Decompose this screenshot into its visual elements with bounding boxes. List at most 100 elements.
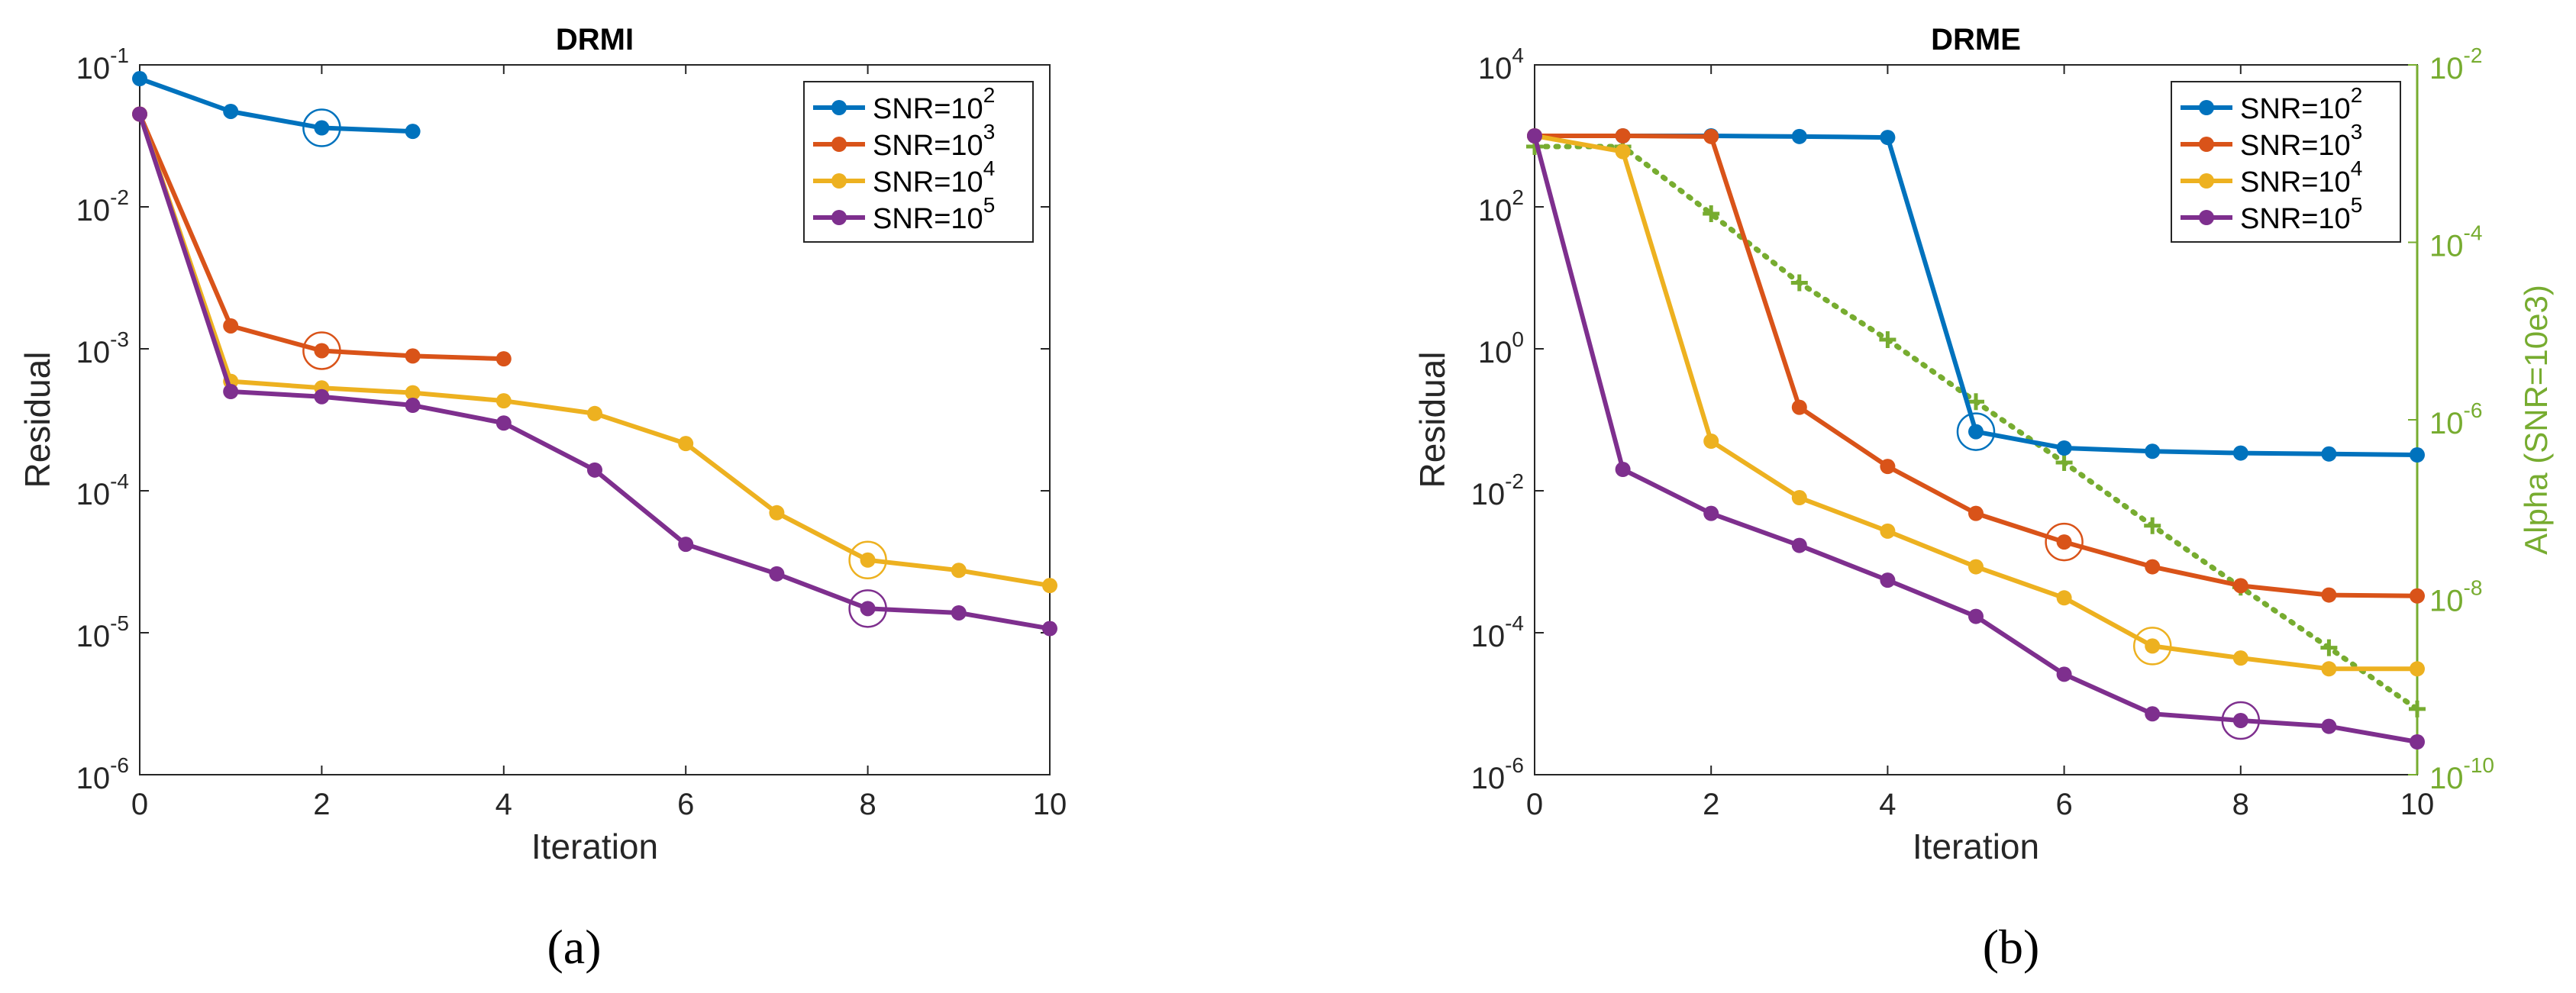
x-tick-label: 8 (859, 788, 876, 821)
y-tick-label: 10-4 (76, 469, 129, 511)
highlight-circle-snr-10-3 (302, 331, 341, 370)
data-point-snr-10-3 (2232, 578, 2248, 594)
y-tick-base: 10 (76, 336, 111, 369)
y-tick-base: 10 (1478, 52, 1512, 85)
x-tick-label: 4 (1879, 788, 1896, 821)
data-point-snr-10-5 (1042, 621, 1057, 637)
data-point-snr-10-5 (587, 462, 602, 478)
x-tick-label: 6 (677, 788, 694, 821)
y-tick-label: 104 (1478, 44, 1524, 85)
alpha-point-marker (1703, 205, 1720, 223)
data-point-snr-10-5 (860, 601, 876, 617)
y2-tick-label: 10-10 (2429, 753, 2494, 795)
data-point-snr-10-4 (2232, 650, 2248, 666)
y-tick-label: 10-3 (76, 327, 129, 369)
legend-snr-exp: 3 (2351, 120, 2363, 143)
data-point-snr-10-4 (1968, 559, 1984, 575)
y2-tick-base: 10 (2429, 762, 2464, 795)
legend-snr-exp: 5 (2351, 193, 2363, 217)
legend-snr-exp: 3 (983, 120, 996, 143)
legend-snr-base: SNR=10 (873, 93, 983, 125)
legend-entry-snr-10-2: SNR=102 (2240, 83, 2362, 125)
data-point-snr-10-3 (1615, 128, 1631, 143)
data-point-snr-10-4 (405, 385, 421, 401)
data-point-snr-10-5 (405, 398, 421, 414)
legend-entry-snr-10-2: SNR=102 (873, 83, 995, 125)
alpha-point-marker (2320, 639, 2338, 656)
data-point-snr-10-3 (314, 343, 330, 359)
x-tick-label: 8 (2232, 788, 2249, 821)
data-point-snr-10-2 (405, 124, 421, 140)
y2-tick-exp: -10 (2464, 753, 2494, 777)
y-tick-label: 10-2 (1471, 469, 1524, 511)
highlight-circle-snr-10-2 (1956, 412, 1996, 451)
data-point-snr-10-5 (1527, 128, 1542, 143)
data-point-snr-10-4 (2321, 661, 2337, 677)
y2-tick-exp: -2 (2464, 44, 2483, 67)
data-point-snr-10-3 (223, 318, 239, 334)
highlight-circle-snr-10-3 (2045, 522, 2084, 562)
legend-swatch-marker (831, 173, 847, 189)
legend-swatch-marker (831, 210, 847, 225)
highlight-circle-snr-10-5 (2221, 701, 2261, 740)
y-tick-exp: -2 (1505, 469, 1524, 493)
y2-tick-exp: -6 (2464, 398, 2483, 422)
data-point-snr-10-2 (2321, 446, 2337, 462)
data-point-snr-10-2 (2410, 447, 2425, 463)
legend-snr-base: SNR=10 (873, 203, 983, 235)
highlight-circle-snr-10-2 (302, 108, 341, 147)
data-point-snr-10-4 (2056, 590, 2072, 606)
legend-entry-snr-10-4: SNR=104 (2240, 156, 2362, 198)
y2-tick-base: 10 (2429, 407, 2464, 440)
y-tick-exp: -6 (110, 753, 129, 777)
data-point-snr-10-5 (2056, 666, 2072, 682)
legend-snr-base: SNR=10 (2240, 93, 2351, 125)
y-tick-base: 10 (1471, 478, 1506, 511)
y-tick-base: 10 (1471, 620, 1506, 653)
legend-swatch-marker (2199, 137, 2214, 152)
legend-snr-exp: 5 (983, 193, 996, 217)
data-point-snr-10-5 (2232, 713, 2248, 729)
y-tick-exp: -1 (110, 44, 129, 67)
legend-entry-snr-10-3: SNR=103 (2240, 120, 2362, 162)
y-tick-label: 10-1 (76, 44, 129, 85)
data-point-snr-10-3 (1703, 128, 1719, 144)
data-point-snr-10-3 (1880, 459, 1896, 475)
y-tick-label: 100 (1478, 327, 1524, 369)
data-point-snr-10-2 (1968, 424, 1984, 440)
y-tick-exp: -6 (1505, 753, 1524, 777)
x-tick-label: 0 (131, 788, 148, 821)
legend-swatch-marker (831, 100, 847, 115)
data-point-snr-10-2 (2145, 443, 2161, 459)
data-point-snr-10-4 (1791, 490, 1807, 506)
data-point-snr-10-2 (314, 120, 330, 136)
y-tick-exp: -4 (110, 469, 129, 493)
legend-snr-base: SNR=10 (2240, 166, 2351, 198)
x-tick-label: 0 (1526, 788, 1543, 821)
data-point-snr-10-2 (1791, 128, 1807, 144)
data-point-snr-10-5 (1615, 462, 1631, 478)
y-tick-base: 10 (1478, 336, 1512, 369)
data-point-snr-10-2 (223, 103, 239, 119)
chart-title: DRME (1931, 23, 2021, 56)
legend-swatch-marker (2199, 100, 2214, 115)
caption-a: (a) (547, 920, 601, 974)
legend-snr-base: SNR=10 (2240, 203, 2351, 235)
legend-entry-snr-10-5: SNR=105 (2240, 193, 2362, 235)
y-tick-exp: 2 (1512, 185, 1524, 209)
data-point-snr-10-2 (2232, 445, 2248, 461)
y-tick-exp: 4 (1512, 44, 1524, 67)
series-line-snr-10-2 (138, 76, 413, 134)
y-tick-label: 102 (1478, 185, 1524, 227)
y-tick-label: 10-6 (76, 753, 129, 795)
data-point-snr-10-5 (1968, 608, 1984, 624)
y-tick-base: 10 (76, 762, 111, 795)
y-tick-label: 10-6 (1471, 753, 1524, 795)
y-tick-exp: 0 (1512, 327, 1524, 351)
y2-tick-label: 10-4 (2429, 221, 2482, 263)
x-tick-label: 6 (2055, 788, 2072, 821)
legend-swatch-marker (2199, 210, 2214, 225)
legend-snr-base: SNR=10 (873, 166, 983, 198)
y-tick-exp: -2 (110, 185, 129, 209)
